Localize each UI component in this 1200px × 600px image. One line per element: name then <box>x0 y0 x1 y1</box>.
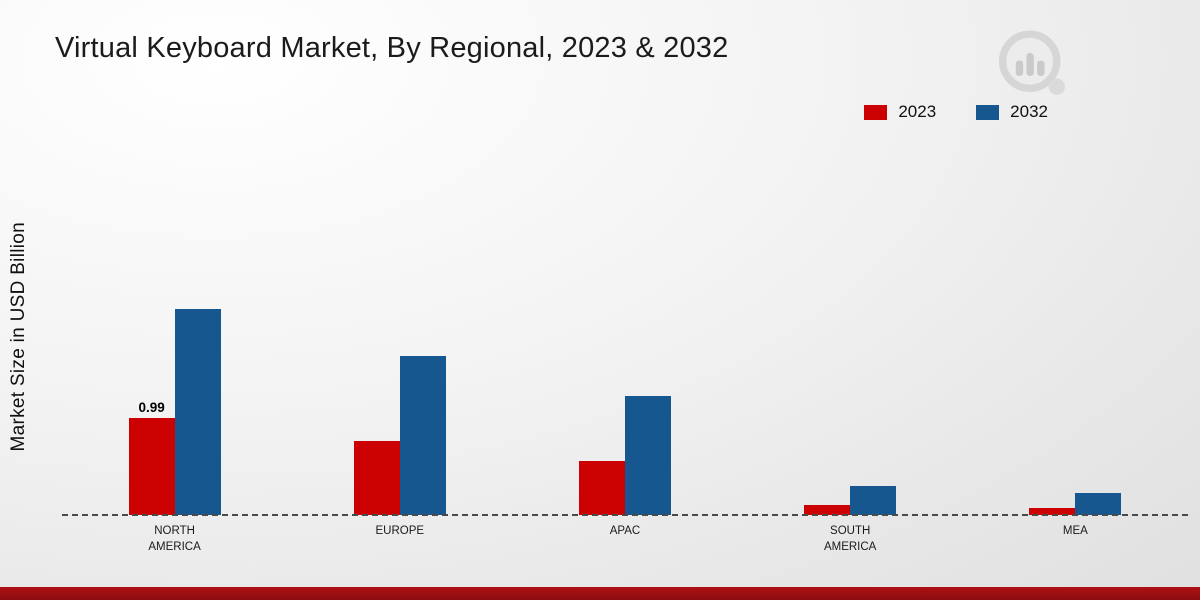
footer-stripe <box>0 587 1200 600</box>
bar-2032-mea <box>1075 493 1122 515</box>
bar-2032-south-america <box>850 486 897 515</box>
legend-item-2023: 2023 <box>864 102 936 122</box>
legend-swatch-2023 <box>864 104 888 120</box>
category-label-apac: APAC <box>609 525 641 537</box>
legend-swatch-2032 <box>976 104 1000 120</box>
bar-2023-mea <box>1029 508 1076 515</box>
category-label-north-america: NORTH AMERICA <box>148 525 201 553</box>
brand-logo-icon <box>998 30 1065 95</box>
legend-label: 2023 <box>898 102 937 121</box>
bar-2023-north-america: 0.99 <box>128 400 175 515</box>
category-label-south-america: SOUTH AMERICA <box>823 525 877 553</box>
bar-2023-apac <box>578 461 625 515</box>
bar-group-south-america: SOUTH AMERICA <box>804 486 897 553</box>
category-label-mea: MEA <box>1062 525 1088 537</box>
bar-groups: 0.99 NORTH AMERICA EUROPE APAC SOUTH AMERICA… <box>62 200 1188 553</box>
bar-2032-apac <box>624 396 671 515</box>
zero-baseline <box>62 514 1188 516</box>
bar-group-europe: EUROPE <box>353 356 446 537</box>
chart-title: Virtual Keyboard Market, By Regional, 20… <box>55 32 729 64</box>
bar-2032-north-america <box>174 309 221 515</box>
plot-area: 0.99 NORTH AMERICA EUROPE APAC SOUTH AMERICA… <box>62 200 1188 553</box>
legend-label: 2032 <box>1010 102 1048 121</box>
legend-item-2032: 2032 <box>976 102 1048 122</box>
category-label-europe: EUROPE <box>375 525 425 537</box>
bar-group-mea: MEA <box>1029 493 1122 537</box>
bar-group-north-america: 0.99 NORTH AMERICA <box>128 309 221 553</box>
bar-group-apac: APAC <box>578 396 671 537</box>
bar-2023-south-america <box>804 505 851 515</box>
bar-value-label: 0.99 <box>138 400 165 415</box>
y-axis-label: Market Size in USD Billion <box>8 222 29 452</box>
legend: 2023 2032 <box>864 102 1048 122</box>
bar-2023-europe <box>353 441 400 515</box>
bar-2032-europe <box>399 356 446 515</box>
